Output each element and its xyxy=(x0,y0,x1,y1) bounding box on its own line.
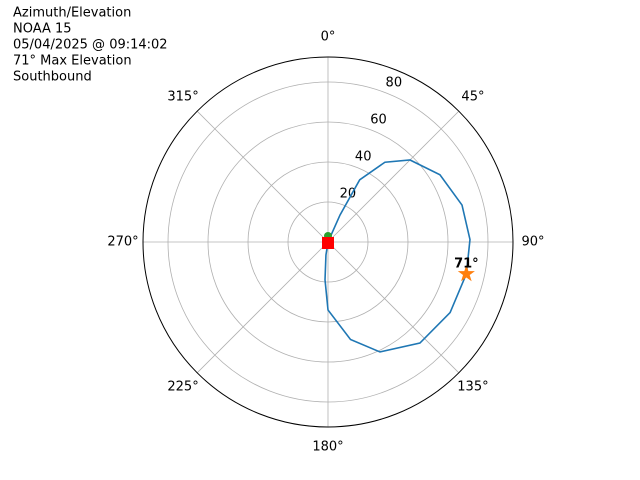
title-line: Southbound xyxy=(13,70,92,85)
theta-tick-label: 90° xyxy=(521,235,544,250)
theta-tick-label: 225° xyxy=(167,379,198,394)
theta-tick-label: 270° xyxy=(107,235,138,250)
title-line: 71° Max Elevation xyxy=(13,54,132,69)
theta-tick-label: 135° xyxy=(457,379,488,394)
theta-tick-label: 45° xyxy=(461,90,484,105)
max-marker xyxy=(457,264,475,282)
theta-tick-label: 180° xyxy=(312,440,343,455)
max-label: 71° xyxy=(454,256,479,271)
title-line: 05/04/2025 @ 09:14:02 xyxy=(13,38,168,53)
title-line: NOAA 15 xyxy=(13,22,72,37)
r-tick-label: 40 xyxy=(355,150,372,165)
grid-spoke xyxy=(196,110,329,243)
grid-spoke xyxy=(196,241,329,374)
end-marker xyxy=(322,237,334,249)
theta-tick-label: 315° xyxy=(167,90,198,105)
polar-frame xyxy=(142,56,514,428)
r-tick-label: 20 xyxy=(340,186,357,201)
r-tick-label: 60 xyxy=(370,113,387,128)
theta-tick-label: 0° xyxy=(321,30,336,45)
grid-spoke xyxy=(327,241,460,374)
title-line: Azimuth/Elevation xyxy=(13,6,131,21)
r-tick-label: 80 xyxy=(386,76,403,91)
grid-spoke xyxy=(327,110,460,243)
